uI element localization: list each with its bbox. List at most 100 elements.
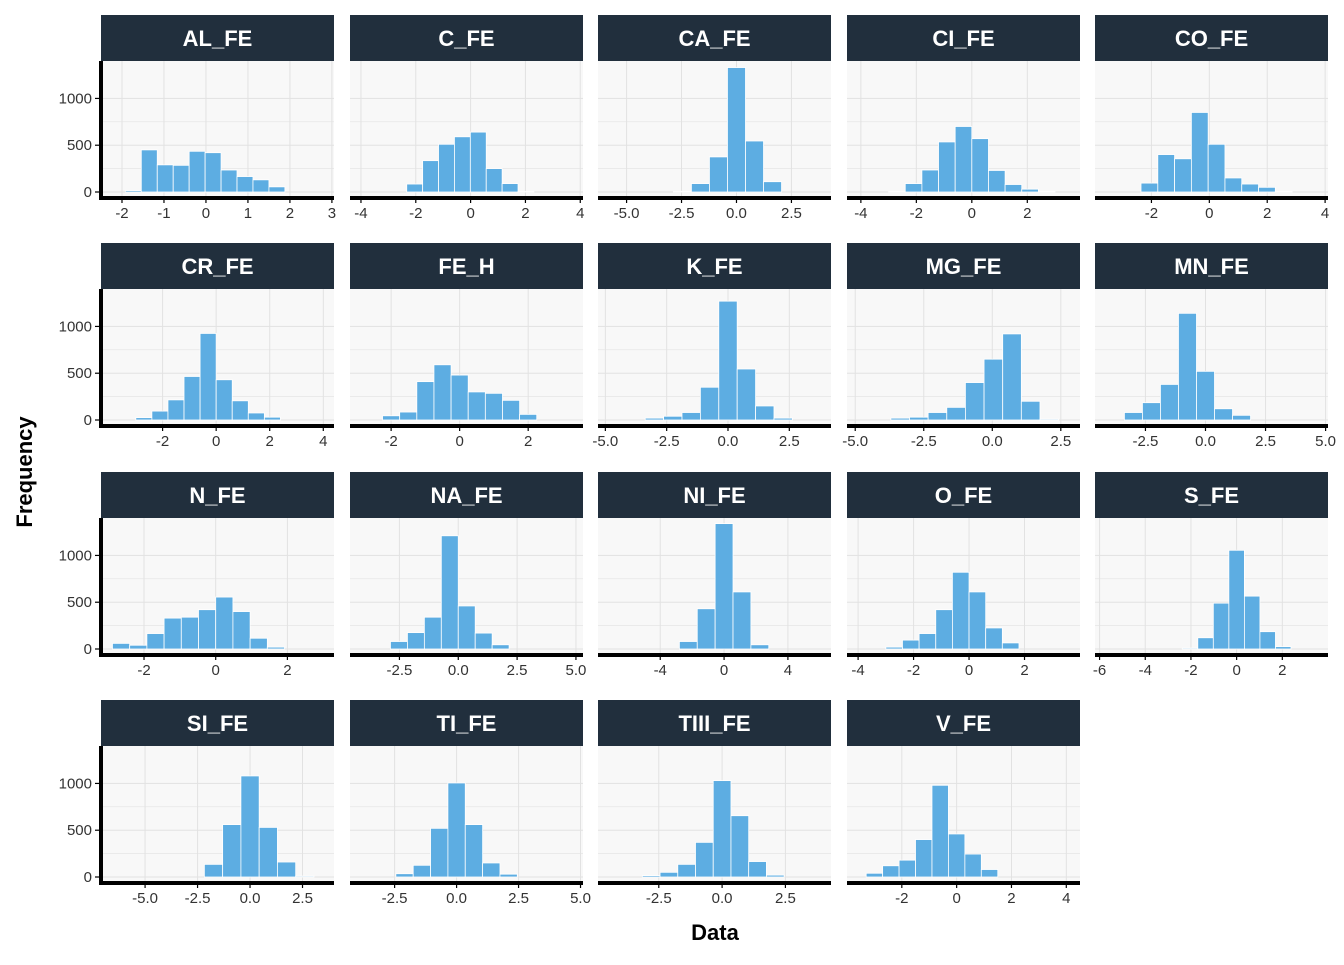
x-tick-label: 2 (1007, 890, 1015, 907)
histogram-bar (168, 400, 184, 420)
histogram-bar (986, 628, 1003, 649)
histogram-bar (905, 184, 922, 192)
histogram-bar (700, 387, 718, 420)
histogram-bar (955, 127, 972, 193)
x-tick-label: -2 (1145, 205, 1158, 222)
facet-strip-title: CR_FE (181, 254, 253, 279)
histogram-bar (696, 842, 714, 877)
histogram-bar (1242, 184, 1259, 192)
histogram-bar (1191, 112, 1208, 192)
x-tick-label: 0.0 (446, 890, 467, 907)
histogram-bar (774, 418, 792, 420)
histogram-bar (715, 524, 733, 649)
histogram-bar (751, 645, 769, 649)
histogram-bar (936, 610, 953, 649)
x-tick-label: 0.0 (1195, 433, 1216, 450)
x-tick-label: 0 (455, 433, 463, 450)
histogram-bar (1260, 632, 1276, 649)
facet-strip-title: FE_H (438, 254, 494, 279)
histogram-bar (883, 866, 899, 877)
x-tick-label: 0 (952, 890, 960, 907)
panel-background (847, 289, 1080, 426)
histogram-bar (1198, 638, 1214, 649)
histogram-bar (237, 177, 253, 192)
histogram-bar (1208, 144, 1225, 192)
histogram-bar (485, 393, 502, 420)
x-tick-label: 0 (212, 662, 220, 679)
histogram-bar (269, 187, 285, 192)
histogram-bar (713, 781, 731, 877)
x-tick-label: 2 (286, 205, 294, 222)
histogram-bar (141, 150, 157, 192)
x-tick-label: 0 (720, 662, 728, 679)
histogram-bar (468, 392, 485, 420)
x-tick-label: -2.5 (654, 433, 680, 450)
histogram-bar (216, 380, 232, 420)
y-tick-label: 1000 (59, 318, 92, 335)
histogram-bar (147, 634, 164, 649)
histogram-bar (454, 137, 470, 192)
histogram-bar (1259, 187, 1276, 192)
histogram-bar (157, 165, 173, 192)
x-tick-label: -2.5 (382, 890, 408, 907)
x-tick-label: -2.5 (669, 205, 695, 222)
x-tick-label: 2.5 (1255, 433, 1276, 450)
histogram-bar (520, 414, 537, 420)
histogram-bar (152, 411, 168, 420)
histogram-bar (458, 606, 475, 649)
x-tick-label: -2 (115, 205, 128, 222)
histogram-bar (1142, 403, 1160, 420)
histogram-bar (1213, 603, 1229, 649)
histogram-bar (679, 642, 697, 649)
x-tick-label: -2 (409, 205, 422, 222)
x-tick-label: 0 (466, 205, 474, 222)
x-tick-label: -2 (1184, 662, 1197, 679)
y-axis-label: Frequency (12, 416, 37, 528)
histogram-bar (899, 860, 915, 877)
histogram-bar (922, 170, 939, 192)
x-tick-label: 4 (576, 205, 584, 222)
histogram-bar (673, 191, 691, 192)
histogram-bar (737, 369, 755, 420)
histogram-bar (434, 365, 451, 420)
y-tick-label: 0 (84, 869, 92, 886)
facet-strip-title: K_FE (686, 254, 742, 279)
x-tick-label: 2 (266, 433, 274, 450)
histogram-bar (502, 400, 519, 420)
histogram-bar (130, 645, 147, 649)
x-tick-label: 2 (1020, 662, 1028, 679)
histogram-bar (916, 840, 932, 877)
x-tick-label: 2.5 (292, 890, 313, 907)
histogram-bar (492, 645, 509, 649)
x-tick-label: -4 (354, 205, 367, 222)
histogram-bar (909, 417, 928, 420)
histogram-bar (965, 383, 984, 420)
histogram-bar (136, 418, 152, 420)
x-tick-label: -2 (384, 433, 397, 450)
histogram-bar (1160, 384, 1178, 420)
panel-background (1095, 518, 1328, 655)
x-tick-label: -4 (1139, 662, 1152, 679)
y-tick-label: 0 (84, 184, 92, 201)
histogram-bar (125, 191, 141, 192)
facet-strip-title: N_FE (189, 483, 245, 508)
histogram-bar (1233, 415, 1251, 420)
histogram-bar (947, 407, 966, 420)
histogram-bar (383, 416, 400, 420)
x-tick-label: -5.0 (132, 890, 158, 907)
histogram-bar (400, 412, 417, 420)
histogram-bar (181, 617, 198, 649)
histogram-bar (891, 418, 910, 420)
histogram-bar (486, 169, 502, 192)
